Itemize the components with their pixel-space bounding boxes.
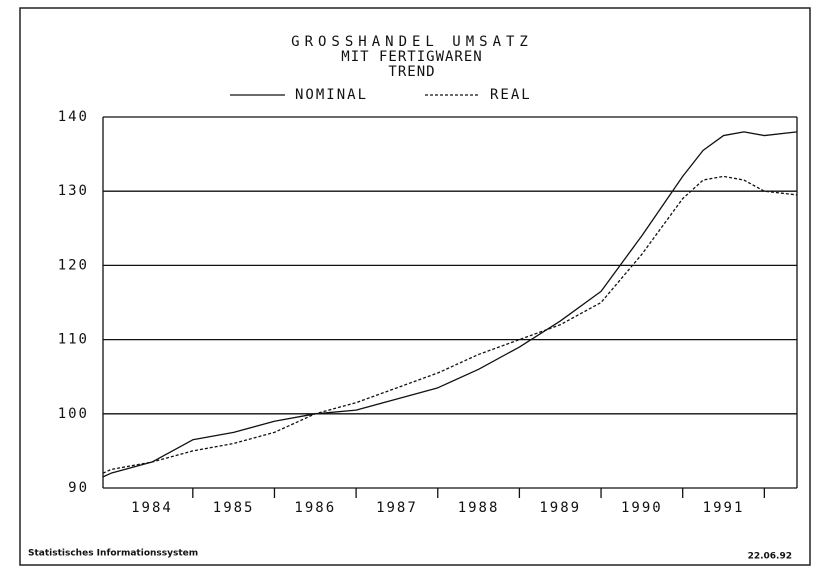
x-tick-label: 1986 xyxy=(294,500,336,516)
x-tick-label: 1988 xyxy=(458,500,500,516)
x-tick-label: 1990 xyxy=(621,500,663,516)
x-tick-label: 1987 xyxy=(376,500,418,516)
legend-label: NOMINAL xyxy=(295,87,368,103)
line-series xyxy=(102,175,798,474)
line-series xyxy=(102,131,798,478)
y-tick-label: 140 xyxy=(58,109,89,125)
chart-title: GROSSHANDEL UMSATZ xyxy=(291,34,533,50)
chart-subtitle: TREND xyxy=(388,64,435,80)
y-tick-label: 130 xyxy=(58,183,89,199)
y-tick-label: 110 xyxy=(58,332,89,348)
x-tick-label: 1984 xyxy=(131,500,173,516)
x-tick-label: 1991 xyxy=(703,500,745,516)
y-tick-label: 90 xyxy=(68,480,89,496)
frame xyxy=(19,7,811,566)
chart-subtitle: MIT FERTIGWAREN xyxy=(341,49,482,65)
legend-label: REAL xyxy=(490,87,532,103)
y-tick-label: 100 xyxy=(58,406,89,422)
footer-left: Statistisches Informationssystem xyxy=(28,549,198,559)
footer-right: 22.06.92 xyxy=(748,552,792,562)
x-tick-label: 1989 xyxy=(539,500,581,516)
y-tick-label: 120 xyxy=(58,257,89,273)
x-tick-label: 1985 xyxy=(213,500,255,516)
